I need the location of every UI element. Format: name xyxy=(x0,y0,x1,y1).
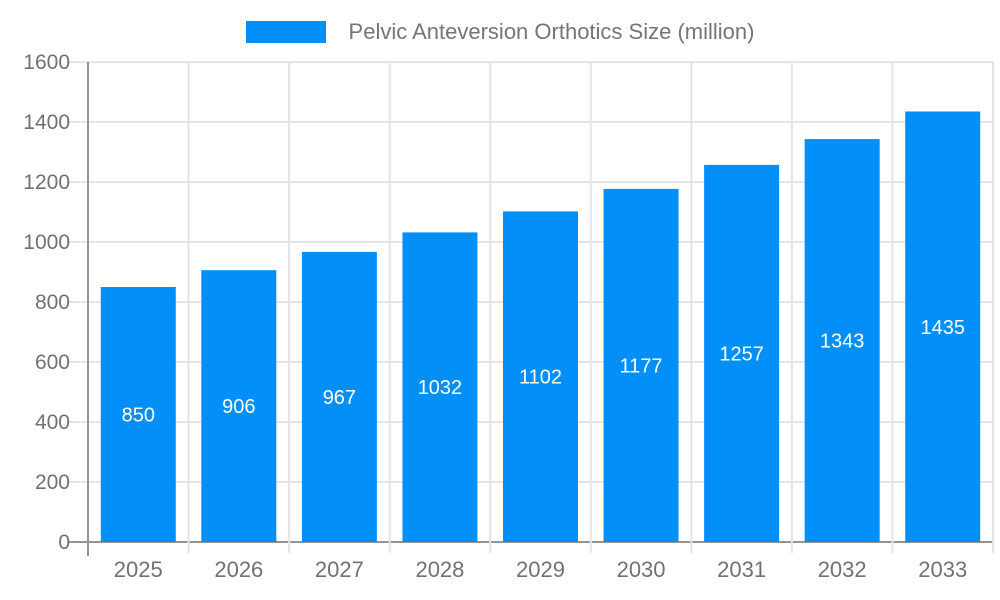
legend-swatch xyxy=(245,21,326,43)
legend-item[interactable]: Pelvic Anteversion Orthotics Size (milli… xyxy=(0,19,1000,45)
y-axis-tick-label: 1000 xyxy=(23,231,70,254)
x-axis-tick-label: 2031 xyxy=(717,557,766,582)
bar-value-label: 1177 xyxy=(620,355,663,377)
y-axis-tick-label: 800 xyxy=(35,291,70,314)
bar[interactable] xyxy=(603,188,679,542)
bar[interactable] xyxy=(100,287,176,542)
bar[interactable] xyxy=(804,139,880,542)
x-axis-tick-label: 2027 xyxy=(315,557,364,582)
bar[interactable] xyxy=(301,251,377,542)
y-axis-tick-label: 1600 xyxy=(23,51,70,74)
bar[interactable] xyxy=(905,111,981,543)
legend-label: Pelvic Anteversion Orthotics Size (milli… xyxy=(348,19,755,44)
bar-value-label: 850 xyxy=(122,405,155,427)
y-axis-tick-label: 0 xyxy=(58,531,70,554)
x-axis-tick-label: 2029 xyxy=(516,557,565,582)
x-axis-tick-label: 2030 xyxy=(617,557,666,582)
bar-value-label: 906 xyxy=(222,396,255,418)
y-axis-tick-label: 1400 xyxy=(23,111,70,134)
bar-value-label: 967 xyxy=(323,387,356,409)
y-axis-tick-label: 200 xyxy=(35,471,70,494)
bar[interactable] xyxy=(704,164,780,542)
y-axis-tick-label: 400 xyxy=(35,411,70,434)
bar-value-label: 1257 xyxy=(719,343,764,365)
y-axis-tick-label: 1200 xyxy=(23,171,70,194)
x-axis-tick-label: 2032 xyxy=(818,557,867,582)
bar[interactable] xyxy=(201,270,277,542)
x-axis-tick-label: 2028 xyxy=(415,557,464,582)
y-axis-tick-label: 600 xyxy=(35,351,70,374)
bar-value-label: 1032 xyxy=(418,377,463,399)
bar-value-label: 1102 xyxy=(519,367,562,389)
bar-value-label: 1343 xyxy=(820,331,865,353)
bar-value-label: 1435 xyxy=(920,317,965,339)
x-axis-tick-label: 2026 xyxy=(214,557,263,582)
bar[interactable] xyxy=(402,232,478,542)
x-axis-tick-label: 2033 xyxy=(918,557,967,582)
x-axis-tick-label: 2025 xyxy=(114,557,163,582)
bar[interactable] xyxy=(503,211,578,542)
